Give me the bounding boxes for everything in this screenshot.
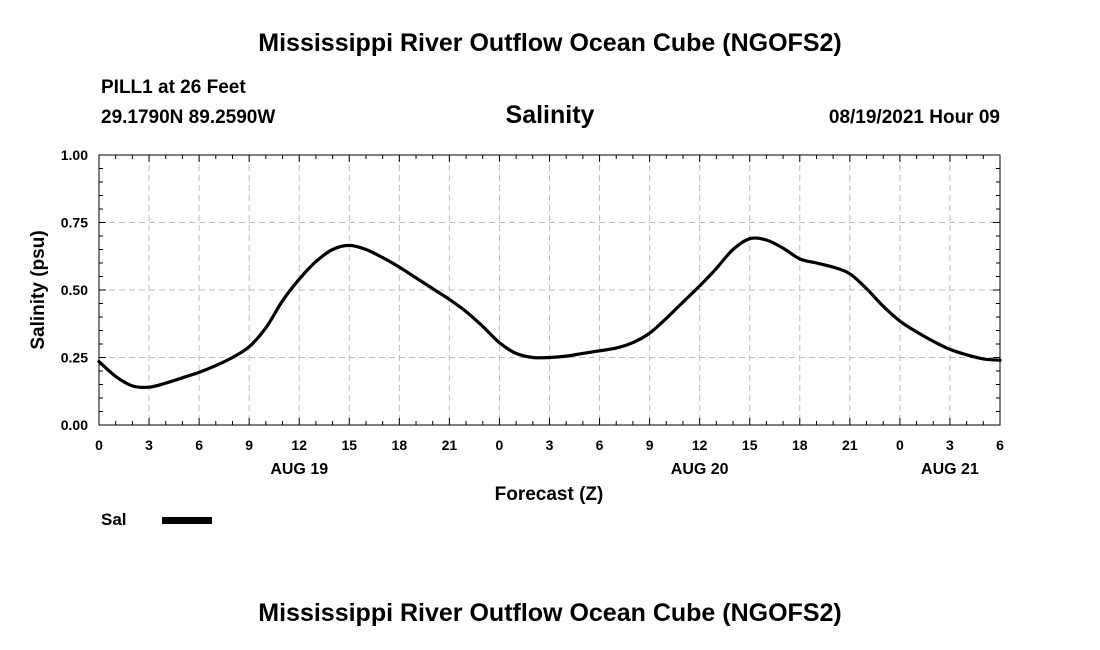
chart-tick-labels: 0 3 6 9 12 15 18 21 0 3 6 9 12 15 18 21 0 3 6 AUG 19 AUG 20 A… [61,147,1004,478]
y-tick-label: 0.25 [61,350,88,366]
x-axis-label: Forecast (Z) [495,484,604,505]
x-tick-label: 0 [496,437,504,453]
station-coordinates: 29.1790N 89.2590W [101,107,276,128]
forecast-timestamp: 08/19/2021 Hour 09 [828,107,1000,128]
x-tick-label: 15 [341,437,357,453]
page-title: Mississippi River Outflow Ocean Cube (NG… [258,29,842,57]
x-tick-label: 6 [195,437,203,453]
x-tick-label: 3 [145,437,153,453]
y-tick-label: 0.00 [61,417,88,433]
x-tick-label: 0 [896,437,904,453]
station-label: PILL1 at 26 Feet [101,77,246,98]
series-line-sal [97,236,1002,390]
x-tick-label: 18 [392,437,408,453]
x-tick-label: 9 [646,437,654,453]
footer-title: Mississippi River Outflow Ocean Cube (NG… [258,599,842,627]
legend-line-swatch [162,517,212,524]
y-tick-label: 0.75 [61,215,88,231]
date-label: AUG 20 [671,461,729,478]
date-label: AUG 21 [921,461,979,478]
x-tick-label: 0 [95,437,103,453]
x-tick-label: 21 [842,437,858,453]
x-tick-label: 6 [596,437,604,453]
x-tick-label: 3 [946,437,954,453]
y-tick-label: 0.50 [61,282,88,298]
chart-ticks [98,154,1001,426]
y-axis-label: Salinity (psu) [28,230,49,349]
x-tick-label: 3 [546,437,554,453]
chart-series [97,236,1002,390]
x-tick-label: 15 [742,437,758,453]
x-tick-label: 9 [245,437,253,453]
chart-grid [99,155,1000,425]
x-tick-label: 12 [291,437,307,453]
x-tick-label: 12 [692,437,708,453]
chart-title: Salinity [505,101,595,129]
x-tick-label: 18 [792,437,808,453]
y-tick-label: 1.00 [61,147,88,163]
x-tick-label: 21 [442,437,458,453]
x-tick-label: 6 [996,437,1004,453]
date-label: AUG 19 [270,461,328,478]
legend-label: Sal [101,510,127,529]
